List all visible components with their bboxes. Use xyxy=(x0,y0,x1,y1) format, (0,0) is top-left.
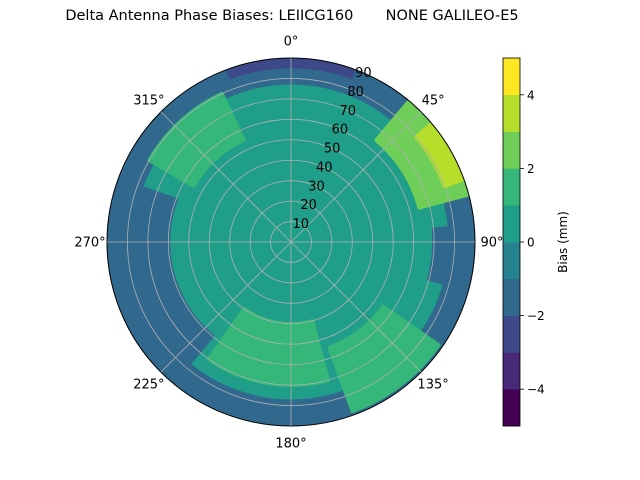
polar-grid xyxy=(106,57,476,427)
angular-gridline xyxy=(290,111,422,243)
angular-gridline xyxy=(290,241,422,373)
angle-tick-label: 90° xyxy=(480,236,503,251)
colorbar-segment xyxy=(503,94,520,114)
colorbar-segment xyxy=(503,150,520,169)
radial-tick-labels: 10 20 30 40 50 60 70 80 90 xyxy=(293,66,372,232)
radial-tick-label: 80 xyxy=(347,85,364,100)
angular-gridline xyxy=(160,111,292,243)
angle-tick-label: 270° xyxy=(74,236,105,251)
colorbar-segment xyxy=(503,278,520,298)
colorbar-segment xyxy=(503,352,520,372)
colorbar-tick-label: −4 xyxy=(527,383,545,397)
colorbar-segment xyxy=(503,315,520,335)
angle-tick-labels: 0° 45° 90° 135° 180° 225° 270° 315° xyxy=(74,35,503,452)
colorbar: −4 −2 0 2 4 Bias (mm) xyxy=(502,57,570,427)
colorbar-segment xyxy=(503,186,520,206)
colorbar-tick-label: 4 xyxy=(527,88,535,102)
colorbar-segment xyxy=(503,168,520,188)
angle-tick-label: 225° xyxy=(133,378,164,393)
colorbar-segment xyxy=(503,389,520,408)
colorbar-segment xyxy=(503,131,520,151)
colorbar-segment xyxy=(503,370,520,390)
angular-gridline xyxy=(160,241,292,373)
contour-region-east-low xyxy=(427,224,467,289)
colorbar-segment xyxy=(503,297,520,316)
radial-tick-label: 20 xyxy=(300,198,317,213)
colorbar-segment xyxy=(503,205,520,224)
radial-tick-label: 40 xyxy=(316,160,333,175)
radial-tick-label: 90 xyxy=(355,66,372,81)
angle-tick-label: 0° xyxy=(284,35,299,50)
colorbar-segment xyxy=(503,223,520,243)
colorbar-segment xyxy=(503,242,520,261)
chart-title: Delta Antenna Phase Biases: LEIICG160 NO… xyxy=(65,8,519,24)
radial-tick-label: 30 xyxy=(308,179,325,194)
angle-tick-label: 135° xyxy=(417,378,448,393)
radial-tick-label: 50 xyxy=(324,142,341,157)
colorbar-tick-label: 0 xyxy=(527,236,535,250)
colorbar-tick-label: −2 xyxy=(527,309,545,323)
colorbar-segment xyxy=(503,407,520,427)
colorbar-segment xyxy=(503,334,520,353)
colorbar-segment xyxy=(503,58,520,77)
contour-region-south-east-high xyxy=(327,304,441,414)
colorbar-tick-label: 2 xyxy=(527,162,535,176)
colorbar-segment xyxy=(503,113,520,132)
colorbar-segment xyxy=(503,260,520,280)
angle-tick-label: 315° xyxy=(133,93,164,108)
colorbar-label: Bias (mm) xyxy=(556,211,570,273)
colorbar-segment xyxy=(503,76,520,96)
radial-tick-label: 70 xyxy=(340,104,357,119)
angle-tick-label: 45° xyxy=(422,93,445,108)
radial-tick-label: 10 xyxy=(293,217,310,232)
radial-tick-label: 60 xyxy=(332,123,349,138)
angle-tick-label: 180° xyxy=(275,437,306,452)
